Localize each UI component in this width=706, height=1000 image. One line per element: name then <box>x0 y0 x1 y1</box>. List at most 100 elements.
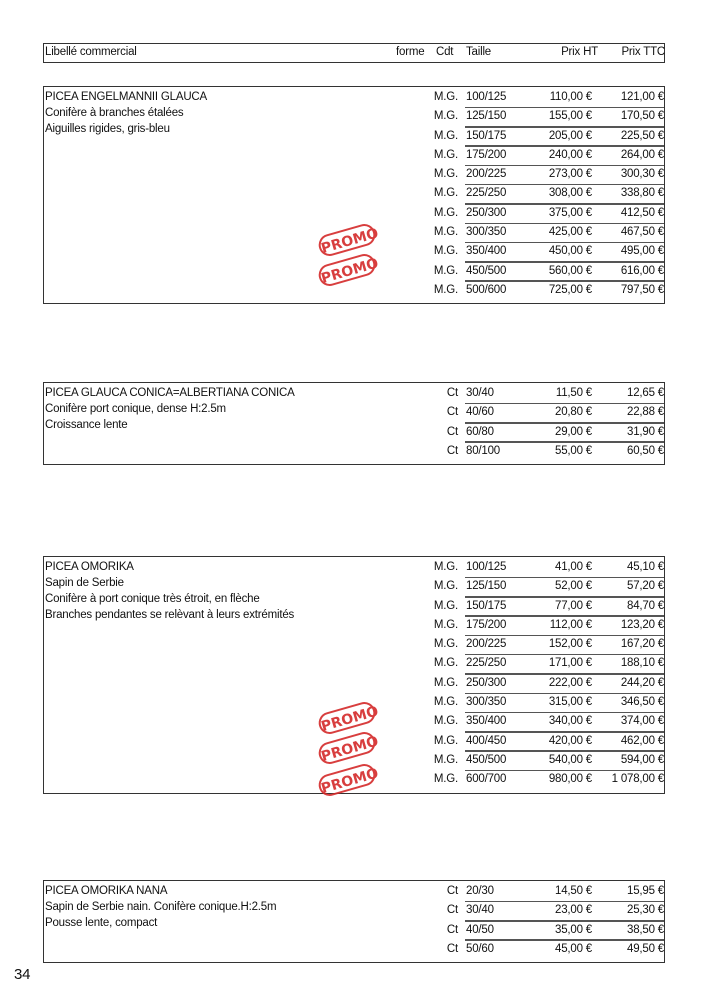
taille-cell: 225/250 <box>466 657 507 670</box>
prix-ttc-cell: 264,00 € <box>620 148 664 161</box>
product-block: PICEA OMORIKA Sapin de Serbie Conifère à p… <box>43 556 665 799</box>
taille-cell: 350/400 <box>466 715 507 728</box>
taille-cell: 500/600 <box>466 283 507 296</box>
taille-cell: 450/500 <box>466 753 507 766</box>
prix-ttc-cell: 300,30 € <box>620 168 664 181</box>
product-detail: Conifère à branches étalées <box>45 107 184 119</box>
table-row: M.G. 150/175 205,00 € 225,50 € <box>44 128 664 147</box>
row-divider <box>465 422 664 424</box>
table-row: M.G. 300/350 315,00 € 346,50 € <box>44 694 664 714</box>
prix-ttc-cell: 22,88 € <box>627 406 664 419</box>
prix-ht-cell: 41,00 € <box>555 561 592 573</box>
table-row: M.G. 125/150 155,00 € 170,50 € <box>44 108 664 128</box>
product-description: PICEA GLAUCA CONICA=ALBERTIANA CONICA Con… <box>45 385 295 433</box>
row-divider <box>465 145 664 147</box>
header-forme: forme <box>396 46 425 58</box>
cdt-cell: M.G. <box>433 657 458 670</box>
table-row: M.G. 350/400 450,00 € 495,00 € <box>44 243 664 263</box>
row-divider <box>465 441 664 443</box>
prix-ttc-cell: 49,50 € <box>627 942 664 955</box>
product-description: PICEA OMORIKA NANA Sapin de Serbie nain. … <box>45 883 277 931</box>
prix-ht-cell: 110,00 € <box>549 91 593 103</box>
table-row: M.G. 225/250 308,00 € 338,80 € <box>44 185 664 205</box>
cdt-cell: M.G. <box>433 264 458 277</box>
taille-cell: 175/200 <box>466 148 507 161</box>
prix-ttc-cell: 616,00 € <box>620 264 664 277</box>
prix-ttc-cell: 60,50 € <box>627 444 664 457</box>
prix-ht-cell: 308,00 € <box>548 187 592 200</box>
cdt-cell: Ct <box>446 923 458 936</box>
header-taille: Taille <box>466 46 492 58</box>
cdt-cell: M.G. <box>433 187 458 200</box>
prix-ttc-cell: 170,50 € <box>620 110 664 123</box>
taille-cell: 40/60 <box>466 406 494 419</box>
cdt-cell: M.G. <box>433 773 458 786</box>
prix-ht-cell: 52,00 € <box>555 580 592 593</box>
prix-ht-cell: 23,00 € <box>555 904 592 917</box>
cdt-cell: M.G. <box>433 283 458 296</box>
row-divider <box>465 653 664 656</box>
prix-ht-cell: 273,00 € <box>548 168 592 181</box>
cdt-cell: M.G. <box>433 715 458 728</box>
prix-ht-cell: 725,00 € <box>548 283 592 296</box>
prix-ht-cell: 375,00 € <box>548 206 592 219</box>
prix-ht-cell: 152,00 € <box>548 638 592 651</box>
table-row: M.G. 450/500 540,00 € 594,00 € <box>44 752 664 772</box>
page-number: 34 <box>14 966 31 983</box>
header-libelle: Libellé commercial <box>45 46 137 58</box>
cdt-cell: Ct <box>446 904 458 917</box>
taille-cell: 450/500 <box>466 264 507 277</box>
taille-cell: 250/300 <box>466 676 507 689</box>
product-description: PICEA OMORIKA Sapin de Serbie Conifère à p… <box>45 559 294 623</box>
prix-ttc-cell: 346,50 € <box>620 696 664 709</box>
prix-ttc-cell: 462,00 € <box>620 734 664 747</box>
prix-ht-cell: 20,80 € <box>555 406 592 419</box>
prix-ht-cell: 55,00 € <box>555 444 592 457</box>
taille-cell: 600/700 <box>466 773 507 786</box>
prix-ht-cell: 45,00 € <box>555 942 592 955</box>
prix-ht-cell: 205,00 € <box>548 129 592 142</box>
prix-ttc-cell: 167,20 € <box>620 638 664 651</box>
cdt-cell: M.G. <box>433 245 458 258</box>
taille-cell: 125/150 <box>466 110 507 123</box>
row-divider <box>465 576 664 579</box>
product-detail: Croissance lente <box>45 419 128 431</box>
cdt-cell: M.G. <box>433 148 458 161</box>
prix-ttc-cell: 797,50 € <box>620 283 664 296</box>
product-detail: Conifère port conique, dense H:2.5m <box>45 403 226 415</box>
table-row: Ct 20/30 14,50 € 15,95 € <box>44 883 664 903</box>
row-divider <box>465 106 664 109</box>
row-divider <box>465 634 664 637</box>
prix-ht-cell: 11,50 € <box>555 387 592 399</box>
prix-ttc-cell: 188,10 € <box>620 657 664 670</box>
product-name: PICEA OMORIKA NANA <box>45 885 168 897</box>
prix-ttc-cell: 495,00 € <box>620 245 664 258</box>
taille-cell: 300/350 <box>466 696 507 709</box>
product-detail: Sapin de Serbie <box>45 577 124 589</box>
prix-ht-cell: 222,00 € <box>548 676 592 689</box>
cdt-cell: M.G. <box>433 599 458 612</box>
taille-cell: 250/300 <box>466 206 507 219</box>
taille-cell: 400/450 <box>466 734 507 747</box>
taille-cell: 60/80 <box>466 425 494 438</box>
taille-cell: 30/40 <box>466 904 494 917</box>
prix-ht-cell: 77,00 € <box>555 599 592 612</box>
taille-cell: 350/400 <box>466 245 507 258</box>
taille-cell: 20/30 <box>466 885 494 897</box>
prix-ttc-cell: 57,20 € <box>627 580 664 593</box>
taille-cell: 100/125 <box>466 561 507 573</box>
prix-ht-cell: 560,00 € <box>548 264 592 277</box>
product-detail: Sapin de Serbie nain. Conifère conique.H… <box>45 901 277 913</box>
prix-ttc-cell: 15,95 € <box>627 885 664 897</box>
table-row: M.G. 600/700 980,00 € 1 078,00 € <box>44 771 664 790</box>
cdt-cell: M.G. <box>433 91 458 103</box>
prix-ttc-cell: 594,00 € <box>620 753 664 766</box>
cdt-cell: M.G. <box>433 753 458 766</box>
row-divider <box>465 402 664 405</box>
prix-ttc-cell: 121,00 € <box>620 91 664 103</box>
taille-cell: 100/125 <box>466 91 507 103</box>
prix-ttc-cell: 338,80 € <box>620 187 664 200</box>
prix-ht-cell: 425,00 € <box>548 226 592 239</box>
product-detail: Pousse lente, compact <box>45 917 158 929</box>
row-divider <box>465 615 664 617</box>
